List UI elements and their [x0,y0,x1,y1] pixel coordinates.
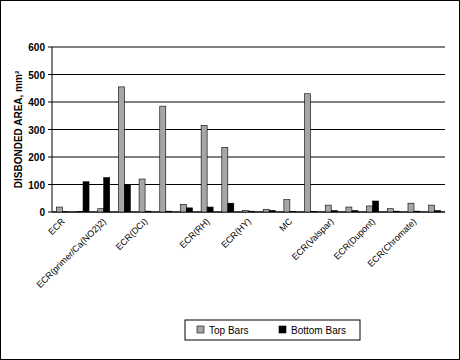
bar [56,207,62,212]
tick-label: 200 [28,152,45,163]
category-label: MC [277,216,294,233]
bar [118,87,124,212]
category-label: ECR(Chromate) [366,216,419,269]
bar [284,200,290,212]
tick-label: 300 [28,125,45,136]
y-axis [52,47,53,212]
figure-border [1,1,460,360]
bar [263,209,269,212]
bar [269,210,275,212]
bar [104,178,110,212]
bar [98,209,104,212]
bar [139,179,145,212]
tick-label: 500 [28,70,45,81]
tick [48,157,52,158]
category-label: ECR(RH) [178,216,212,250]
bar [160,106,166,212]
tick-label: 400 [28,97,45,108]
legend-label: Top Bars [209,325,248,336]
bar [62,211,68,212]
bar [186,208,192,212]
legend-swatch [279,326,286,333]
bar [325,205,331,212]
bar [346,207,352,212]
tick-label: 600 [28,42,45,53]
tick [48,129,52,130]
bar [180,204,186,212]
bar [429,205,435,212]
bar [201,125,207,212]
tick [48,47,52,48]
grid-line [52,157,445,158]
bar [207,207,213,212]
bar [249,211,255,212]
bar [387,209,393,212]
bars [56,87,440,212]
category-label: ECR(Dupont) [332,216,377,261]
bar [435,211,441,212]
bar [145,211,151,212]
x-axis [52,212,445,213]
category-label: ECR(HY) [219,216,253,250]
category-label: ECR [46,216,67,237]
bar [393,211,399,212]
tick [48,184,52,185]
category-label: ECR(Valspar) [290,216,336,262]
grid-line [52,74,445,75]
bar [222,147,228,212]
bar [414,211,420,212]
legend: Top Bars Bottom Bars [185,320,360,340]
bar [228,203,234,212]
category-label: ECR(DCI) [114,216,150,252]
legend-box [185,320,360,340]
bar [331,211,337,212]
bar [166,211,172,212]
grid-line [52,102,445,103]
bar [243,211,249,212]
bar [352,211,358,212]
bar [311,211,317,212]
tick [48,74,52,75]
bar [290,211,296,212]
grid-line [52,212,445,213]
bar [305,94,311,212]
category-label: ECR(primer/Ca(NO2)2) [35,216,109,290]
grid-line [52,129,445,130]
bar [124,185,130,213]
tick [48,102,52,103]
grid-line [52,47,445,48]
y-axis-label: DISBONDED AREA, mm² [13,70,24,188]
bar [367,206,373,212]
legend-label: Bottom Bars [291,325,346,336]
legend-swatch [197,326,204,333]
bar [373,201,379,212]
tick-label: 0 [39,207,45,218]
grid-line [52,184,445,185]
bar [83,182,89,212]
tick-label: 100 [28,180,45,191]
tick [48,212,52,213]
bar [408,203,414,212]
bar [77,211,83,212]
chart: 0 100 200 300 400 500 600 ECRECR(primer/Ca(NO2)… [0,0,460,360]
